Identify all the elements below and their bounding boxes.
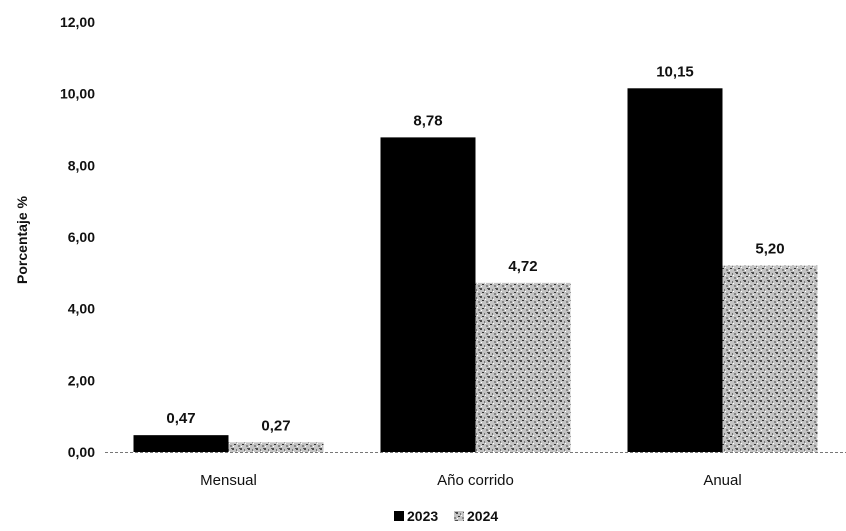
y-tick-label: 12,00: [60, 14, 95, 30]
data-label-2023-2: 8,78: [413, 112, 442, 129]
legend-label-2024: 2024: [467, 508, 498, 524]
y-axis-tick-labels: 0,00 2,00 4,00 6,00 8,00 10,00 12,00: [60, 14, 95, 460]
category-labels: Mensual Año corrido Anual: [200, 472, 742, 489]
legend-label-2023: 2023: [407, 508, 438, 524]
y-axis-title: Porcentaje %: [14, 195, 30, 283]
category-label: Mensual: [200, 472, 257, 489]
category-label: Anual: [703, 472, 741, 489]
y-tick-label: 8,00: [68, 157, 95, 173]
data-label-2024-3: 5,20: [755, 241, 784, 258]
y-tick-label: 2,00: [68, 372, 95, 388]
bar-2024-1: [228, 442, 324, 452]
bar-2023-2: [380, 137, 476, 452]
bar-2024-3: [722, 265, 818, 452]
data-labels: 0,47 0,27 8,78 4,72 10,15 5,20: [166, 63, 784, 434]
data-label-2023-3: 10,15: [656, 63, 694, 80]
y-tick-label: 4,00: [68, 301, 95, 317]
y-tick-label: 6,00: [68, 229, 95, 245]
data-label-2024-2: 4,72: [508, 258, 537, 275]
bar-2023-3: [627, 88, 723, 453]
data-label-2023-1: 0,47: [166, 410, 195, 427]
bars: [133, 88, 818, 453]
legend: 2023 2024: [394, 508, 498, 524]
bar-2023-1: [133, 435, 229, 452]
legend-swatch-2023: [394, 511, 404, 521]
bar-2024-2: [475, 282, 571, 452]
data-label-2024-1: 0,27: [261, 417, 290, 434]
y-tick-label: 10,00: [60, 86, 95, 102]
category-label: Año corrido: [437, 472, 514, 489]
legend-swatch-2024: [454, 511, 464, 521]
y-tick-label: 0,00: [68, 444, 95, 460]
